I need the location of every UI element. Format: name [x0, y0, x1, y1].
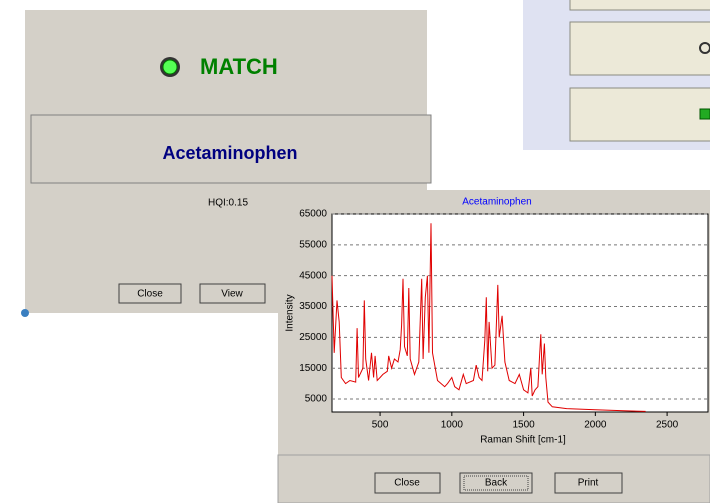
side-button[interactable]	[569, 87, 710, 142]
button-label: Back	[485, 478, 508, 489]
corner-mark	[21, 309, 29, 317]
spectrum-line	[331, 223, 646, 412]
y-tick-label: 5000	[305, 394, 328, 405]
y-tick-label: 15000	[299, 363, 327, 374]
print-button[interactable]: Print	[554, 472, 623, 494]
close-button[interactable]: Close	[374, 472, 441, 494]
x-tick-label: 1500	[512, 420, 535, 431]
x-axis-label: Raman Shift [cm-1]	[480, 435, 566, 446]
side-button[interactable]	[569, 21, 710, 76]
status: MATCH	[200, 54, 278, 79]
x-tick-label: 2500	[656, 420, 679, 431]
y-tick-label: 25000	[299, 332, 327, 343]
x-tick-label: 500	[372, 420, 389, 431]
view-button[interactable]: View	[199, 283, 266, 304]
compound-box	[30, 114, 432, 184]
hqi: HQI:0.15	[208, 198, 248, 209]
button-label: Print	[578, 478, 599, 489]
x-tick-label: 2000	[584, 420, 607, 431]
status-icon	[162, 59, 178, 75]
y-tick-label: 35000	[299, 301, 327, 312]
y-tick-label: 55000	[299, 239, 327, 250]
x-tick-label: 1000	[441, 420, 464, 431]
close-button[interactable]: Close	[118, 283, 182, 304]
back-button[interactable]: Back	[459, 472, 533, 494]
side-icon	[699, 108, 710, 120]
button-label: Close	[137, 289, 163, 300]
plot-area	[331, 213, 709, 413]
compound: Acetaminophen	[162, 143, 297, 163]
y-tick-label: 45000	[299, 270, 327, 281]
button-label: View	[221, 289, 243, 300]
chart-window: Acetaminophen Raman Shift [cm-1] Intensi…	[277, 190, 710, 503]
match-window: MATCH Acetaminophen HQI:0.15 Close View	[21, 10, 432, 317]
chart-title: Acetaminophen	[462, 197, 532, 208]
side-icon	[699, 42, 710, 54]
y-tick-label: 65000	[299, 209, 327, 220]
side-button[interactable]	[569, 0, 710, 11]
side-window	[523, 0, 710, 150]
button-label: Close	[394, 478, 420, 489]
y-axis-label: Intensity	[285, 294, 296, 331]
